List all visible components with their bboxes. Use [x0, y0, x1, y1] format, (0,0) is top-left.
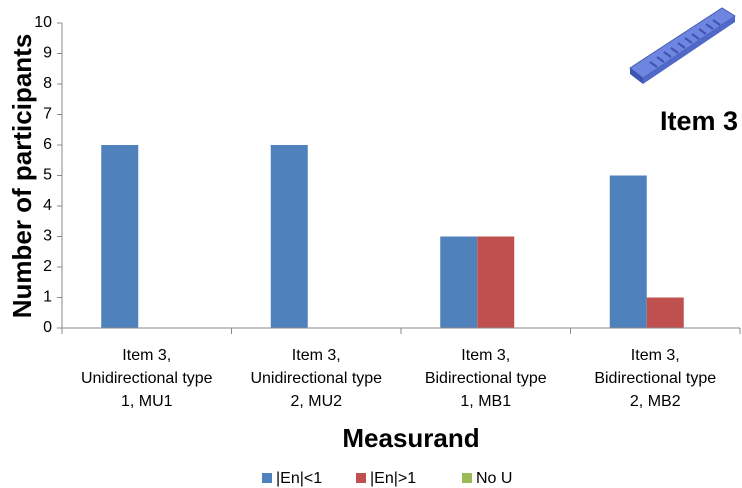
y-tick-label: 7: [43, 106, 52, 123]
legend-label: No U: [476, 470, 512, 487]
legend-swatch: [356, 473, 366, 483]
x-tick-label: Item 3,: [122, 347, 171, 364]
y-tick-label: 9: [43, 45, 52, 62]
x-tick-label: Bidirectional type: [594, 370, 716, 387]
legend-swatch: [462, 473, 472, 483]
x-tick-label: Item 3,: [461, 347, 510, 364]
item-icon: [629, 7, 736, 84]
x-tick-label: 1, MB1: [460, 393, 511, 410]
y-tick-label: 2: [43, 258, 52, 275]
x-axis-title: Measurand: [342, 423, 479, 453]
y-tick-label: 4: [43, 197, 52, 214]
x-tick-label: Item 3,: [292, 347, 341, 364]
x-tick-label: 2, MB2: [630, 393, 681, 410]
x-tick-label: 1, MU1: [121, 393, 173, 410]
bar: [440, 236, 478, 328]
bar: [270, 145, 308, 328]
y-axis-title: Number of participants: [7, 34, 37, 319]
x-tick-label: Unidirectional type: [250, 370, 382, 387]
legend-label: |En|<1: [276, 470, 322, 487]
legend-swatch: [262, 473, 272, 483]
bar: [609, 175, 647, 328]
bar: [101, 145, 139, 328]
y-tick-label: 10: [34, 14, 52, 31]
x-tick-label: Bidirectional type: [425, 370, 547, 387]
y-tick-label: 6: [43, 136, 52, 153]
bar: [477, 236, 515, 328]
annotation: Item 3: [660, 106, 738, 136]
y-tick-label: 3: [43, 228, 52, 245]
x-tick-label: Item 3,: [631, 347, 680, 364]
bar: [646, 297, 684, 328]
x-tick-label: Unidirectional type: [81, 370, 213, 387]
y-tick-label: 8: [43, 75, 52, 92]
y-tick-label: 0: [43, 319, 52, 336]
legend-label: |En|>1: [370, 470, 416, 487]
y-tick-label: 5: [43, 167, 52, 184]
x-tick-label: 2, MU2: [290, 393, 342, 410]
y-tick-label: 1: [43, 289, 52, 306]
